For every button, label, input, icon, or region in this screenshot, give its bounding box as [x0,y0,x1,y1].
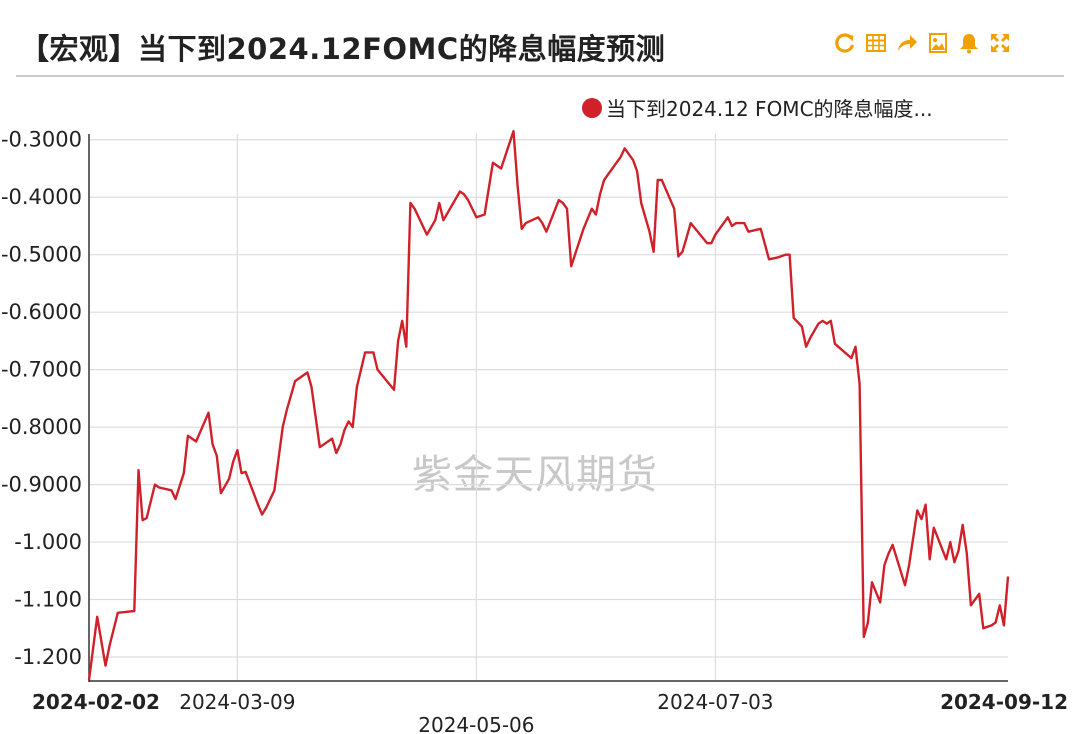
legend-label: 当下到2024.12 FOMC的降息幅度... [606,97,933,121]
y-tick-label: -0.9000 [1,473,82,497]
x-tick-label: 2024-02-02 [32,690,160,714]
chart-title: 【宏观】当下到2024.12FOMC的降息幅度预测 [20,32,666,66]
y-tick-label: -1.100 [14,588,82,612]
x-tick-label: 2024-07-03 [657,690,773,714]
x-tick-label: 2024-05-06 [418,713,534,734]
chart-toolbar [834,32,1011,54]
y-tick-label: -0.5000 [1,243,82,267]
y-tick-label: -1.000 [14,530,82,554]
share-icon[interactable] [896,32,918,54]
y-tick-label: -0.4000 [1,185,82,209]
chart-legend[interactable]: 当下到2024.12 FOMC的降息幅度... [582,93,933,122]
y-tick-label: -0.6000 [1,300,82,324]
legend-marker [582,97,602,118]
alert-bell-icon[interactable] [958,32,980,54]
fullscreen-icon[interactable] [989,32,1011,54]
y-tick-label: -0.8000 [1,415,82,439]
watermark: 紫金天风期货 [412,452,658,498]
refresh-icon[interactable] [834,32,856,54]
save-image-icon[interactable] [927,32,949,54]
y-tick-label: -1.200 [14,645,82,669]
header-divider [16,75,1064,77]
y-tick-label: -0.3000 [1,128,82,152]
y-tick-label: -0.7000 [1,358,82,382]
x-tick-label: 2024-03-09 [179,690,295,714]
table-icon[interactable] [865,32,887,54]
x-tick-label: 2024-09-12 [940,690,1068,714]
series-line [87,129,1010,681]
